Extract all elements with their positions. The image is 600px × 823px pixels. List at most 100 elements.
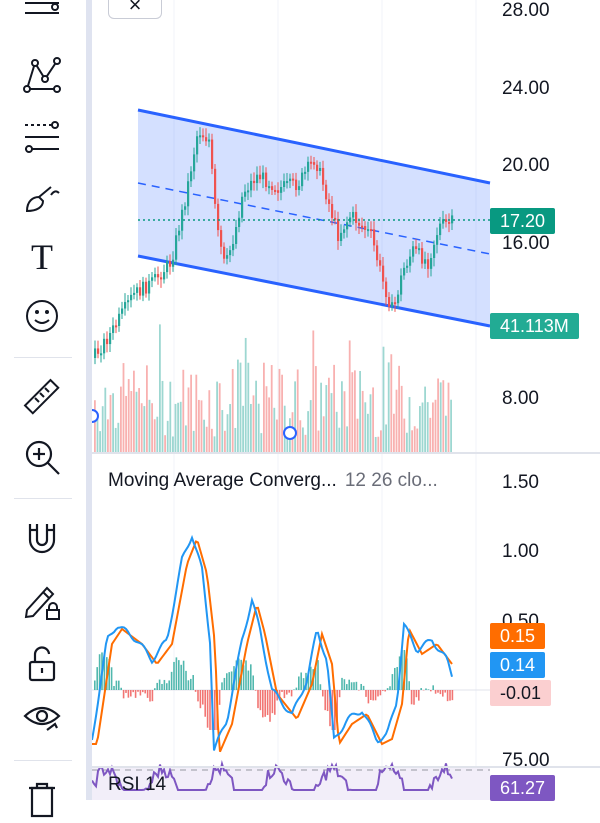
macd-histogram-bar: [125, 690, 127, 693]
volume-bar: [250, 404, 252, 452]
candle-body: [277, 190, 279, 193]
volume-bar: [260, 433, 262, 452]
volume-bar: [198, 400, 200, 452]
volume-bar: [107, 419, 109, 452]
volume-bar: [401, 386, 403, 452]
volume-bar: [315, 366, 317, 452]
volume-bar: [188, 387, 190, 452]
lines-tool-icon[interactable]: [18, 0, 66, 40]
candle-body: [439, 224, 441, 235]
volume-bar: [320, 383, 322, 452]
candle-body: [451, 215, 453, 223]
volume-bar: [159, 324, 161, 452]
candle-body: [295, 180, 297, 190]
candle-body: [430, 258, 432, 269]
brush-tool-icon[interactable]: [18, 172, 66, 220]
macd-histogram-bar: [204, 690, 206, 717]
macd-histogram-bar: [382, 690, 384, 691]
price-axis-label: 8.00: [502, 388, 539, 410]
volume-bar: [263, 363, 265, 452]
candle-body: [304, 172, 306, 174]
candle-body: [388, 297, 390, 307]
macd-histogram-bar: [168, 680, 170, 690]
macd-histogram-bar: [272, 690, 274, 713]
volume-bar: [297, 369, 299, 452]
volume-bar: [162, 381, 164, 452]
macd-histogram-bar: [293, 689, 295, 690]
candle-body: [427, 259, 429, 269]
macd-histogram-bar: [264, 690, 266, 717]
macd-histogram-bar: [372, 690, 374, 700]
candle-body: [271, 186, 273, 190]
trash-tool-icon[interactable]: [18, 775, 66, 823]
macd-histogram-bar: [226, 673, 228, 690]
volume-bar: [299, 420, 301, 452]
volume-bar: [338, 428, 340, 452]
volume-bar: [245, 338, 247, 452]
magnet-tool-icon[interactable]: [18, 515, 66, 563]
fib-tool-icon[interactable]: [18, 112, 66, 160]
macd-histogram-bar: [320, 684, 322, 690]
signal-line: [92, 542, 452, 752]
candle-body: [418, 248, 420, 250]
macd-histogram-bar: [291, 690, 293, 696]
emoji-tool-icon[interactable]: [18, 292, 66, 340]
volume-bar: [279, 369, 281, 452]
eye-tool-icon[interactable]: [18, 693, 66, 741]
unlock-tool-icon[interactable]: [18, 639, 66, 687]
volume-bar: [149, 400, 151, 452]
ruler-tool-icon[interactable]: [18, 373, 66, 421]
volume-bar: [201, 400, 203, 452]
macd-histogram-bar: [353, 682, 355, 690]
candle-body: [121, 309, 123, 314]
macd-histogram-bar: [173, 662, 175, 690]
macd-histogram-bar: [200, 690, 202, 708]
volume-bar: [164, 435, 166, 452]
candle-body: [148, 281, 150, 294]
candle-body: [391, 302, 393, 306]
text-tool-icon[interactable]: T: [18, 232, 66, 280]
macd-histogram-bar: [449, 690, 451, 701]
lock-drawing-tool-icon[interactable]: [18, 577, 66, 625]
candle-body: [166, 261, 168, 272]
volume-bar: [318, 431, 320, 452]
volume-bar: [333, 365, 335, 452]
rsi-legend[interactable]: RSI 14: [108, 774, 166, 796]
volume-bar: [232, 369, 234, 452]
macd-histogram-bar: [447, 690, 449, 701]
pattern-tool-icon[interactable]: [18, 52, 66, 100]
volume-bar: [177, 403, 179, 452]
macd-histogram-bar: [137, 690, 139, 692]
volume-bar: [432, 402, 434, 452]
volume-bar: [448, 383, 450, 452]
candle-body: [250, 181, 252, 190]
volume-bar: [406, 433, 408, 452]
candle-body: [142, 282, 144, 296]
macd-histogram-bar: [149, 690, 151, 702]
volume-bar: [325, 385, 327, 452]
macd-histogram-bar: [281, 690, 283, 692]
macd-histogram-bar: [209, 690, 211, 730]
close-button[interactable]: ×: [108, 0, 162, 19]
volume-bar: [351, 372, 353, 452]
macd-histogram-bar: [190, 679, 192, 690]
macd-histogram-bar: [440, 690, 442, 694]
candle-body: [445, 219, 447, 222]
volume-bar: [141, 403, 143, 452]
volume-tag: 41.113M: [490, 313, 579, 339]
zoom-in-tool-icon[interactable]: [18, 433, 66, 481]
macd-histogram-bar: [214, 690, 216, 730]
volume-bar: [385, 424, 387, 452]
volume-bar: [416, 429, 418, 452]
volume-bar: [440, 382, 442, 452]
pane-divider[interactable]: [92, 452, 600, 454]
text-tool-glyph: T: [31, 237, 53, 277]
candle-body: [247, 190, 249, 192]
volume-bar: [156, 417, 158, 452]
candle-body: [253, 181, 255, 183]
macd-legend[interactable]: Moving Average Converg...12 26 clo...: [108, 470, 438, 492]
candle-body: [436, 235, 438, 245]
candle-body: [229, 250, 231, 255]
volume-bar: [349, 340, 351, 452]
volume-bar: [94, 400, 96, 452]
